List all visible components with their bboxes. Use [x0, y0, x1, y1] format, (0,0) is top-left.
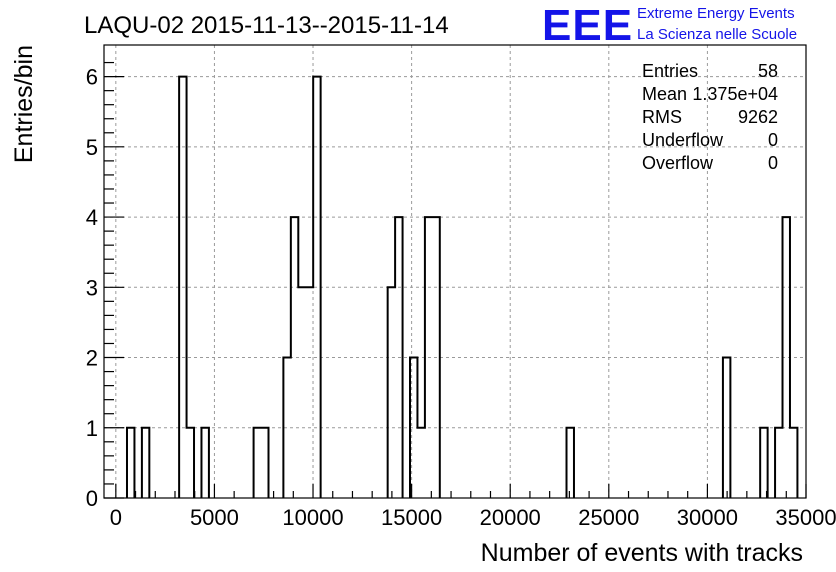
histogram-bin	[395, 217, 402, 498]
x-tick-label: 5000	[190, 505, 239, 530]
x-tick-labels: 0 5000 10000 15000 20000 25000 30000 35000	[110, 505, 836, 530]
y-tick-label: 4	[86, 205, 98, 230]
stats-box: Entries 58 Mean 1.375e+04 RMS 9262 Under…	[642, 61, 778, 173]
x-tick-label: 20000	[480, 505, 541, 530]
stat-value-rms: 9262	[738, 107, 778, 127]
eee-logo-line2: La Scienza nelle Scuole	[637, 26, 797, 43]
histogram-bin	[760, 428, 767, 498]
histogram-bin	[127, 428, 134, 498]
x-axis-label: Number of events with tracks	[481, 539, 803, 567]
x-tick-label: 10000	[282, 505, 343, 530]
y-tick-labels: 0 1 2 3 4 5 6	[86, 65, 98, 511]
histogram-bin	[179, 77, 186, 498]
y-tick-label: 6	[86, 65, 98, 90]
histogram-bin	[783, 217, 790, 498]
histogram-bin	[201, 428, 208, 498]
stat-label-entries: Entries	[642, 61, 698, 81]
histogram-bin	[291, 217, 298, 498]
y-tick-label: 5	[86, 135, 98, 160]
stat-label-underflow: Underflow	[642, 130, 724, 150]
stat-value-underflow: 0	[768, 130, 778, 150]
stat-label-mean: Mean	[642, 84, 687, 104]
eee-logo-mark: EEE	[542, 1, 633, 50]
x-tick-label: 35000	[775, 505, 836, 530]
eee-logo: EEE Extreme Energy Events La Scienza nel…	[542, 1, 797, 50]
plot-frame	[103, 44, 807, 499]
histogram-outline	[125, 75, 799, 498]
histogram-bin	[254, 428, 269, 498]
histogram-bins	[125, 75, 799, 498]
histogram-bin	[790, 428, 797, 498]
x-tick-label: 25000	[578, 505, 639, 530]
y-tick-label: 0	[86, 486, 98, 511]
histogram-bin	[298, 287, 313, 498]
stat-label-rms: RMS	[642, 107, 682, 127]
x-tick-label: 15000	[381, 505, 442, 530]
histogram-bin	[723, 358, 730, 498]
chart-title: LAQU-02 2015-11-13--2015-11-14	[84, 12, 449, 39]
stat-value-overflow: 0	[768, 153, 778, 173]
histogram-bin	[283, 358, 290, 498]
stat-value-mean: 1.375e+04	[692, 84, 778, 104]
histogram-bin	[187, 428, 194, 498]
y-tick-label: 1	[86, 416, 98, 441]
histogram-bin	[417, 428, 424, 498]
histogram-bin	[410, 358, 417, 498]
grid-lines	[104, 45, 807, 499]
x-tick-label: 0	[110, 505, 122, 530]
stat-value-entries: 58	[758, 61, 778, 81]
y-axis-label: Entries/bin	[10, 45, 38, 163]
histogram-bin	[775, 428, 782, 498]
y-tick-label: 2	[86, 346, 98, 371]
histogram-bin	[142, 428, 149, 498]
histogram-bin	[313, 77, 320, 498]
histogram-bin	[567, 428, 574, 498]
eee-logo-line1: Extreme Energy Events	[637, 5, 795, 22]
x-tick-label: 30000	[677, 505, 738, 530]
histogram-bin	[425, 217, 440, 498]
histogram-bin	[388, 287, 395, 498]
stat-label-overflow: Overflow	[642, 153, 714, 173]
y-tick-label: 3	[86, 275, 98, 300]
axis-ticks	[104, 61, 807, 499]
